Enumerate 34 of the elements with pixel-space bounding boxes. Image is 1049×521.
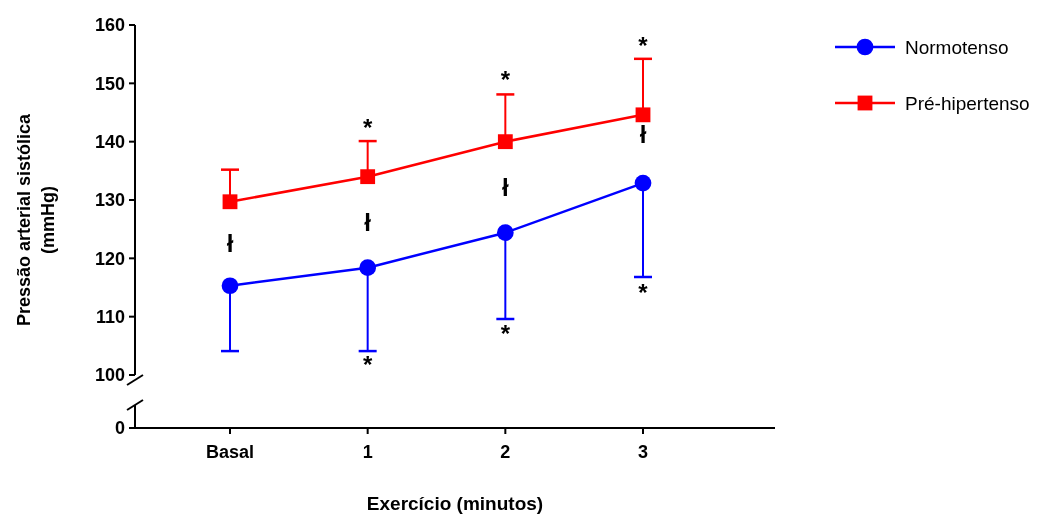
- legend-label: Pré-hipertenso: [905, 92, 1030, 114]
- point: [221, 277, 239, 295]
- legend-label: Normotenso: [905, 36, 1009, 58]
- y-tick-label: 110: [95, 306, 125, 327]
- x-tick-label: 3: [637, 442, 649, 462]
- point: [635, 107, 651, 123]
- point: [497, 134, 513, 150]
- y-tick-label: 140: [94, 131, 125, 152]
- point: [359, 259, 377, 277]
- x-tick-label: 1: [362, 442, 373, 462]
- text: 0: [114, 418, 125, 439]
- annotation: ł: [639, 121, 647, 149]
- y-tick-label: 160: [94, 15, 125, 36]
- y-axis-title: Pressão arterial sistólica (mmHg): [14, 112, 58, 327]
- y-tick-label: 100: [94, 365, 125, 386]
- point: [496, 224, 514, 242]
- y-tick-label: 120: [94, 248, 125, 269]
- annotation: *: [362, 351, 373, 379]
- annotation: ł: [502, 174, 509, 202]
- annotation: *: [500, 66, 511, 94]
- y-tick-label: 150: [94, 73, 125, 94]
- annotation: *: [638, 279, 649, 307]
- point: [634, 174, 652, 192]
- annotation: ł: [364, 209, 372, 237]
- x-tick-label: Basal: [205, 442, 255, 462]
- annotation: *: [500, 320, 511, 348]
- x-tick-label: 2: [500, 442, 511, 462]
- x-axis-title: Exercício (minutos): [366, 493, 544, 514]
- annotation: *: [638, 32, 649, 60]
- y-tick-label: 130: [94, 190, 125, 211]
- annotation: *: [362, 114, 373, 142]
- point: [222, 194, 238, 210]
- point: [360, 169, 376, 185]
- annotation: ł: [226, 230, 234, 258]
